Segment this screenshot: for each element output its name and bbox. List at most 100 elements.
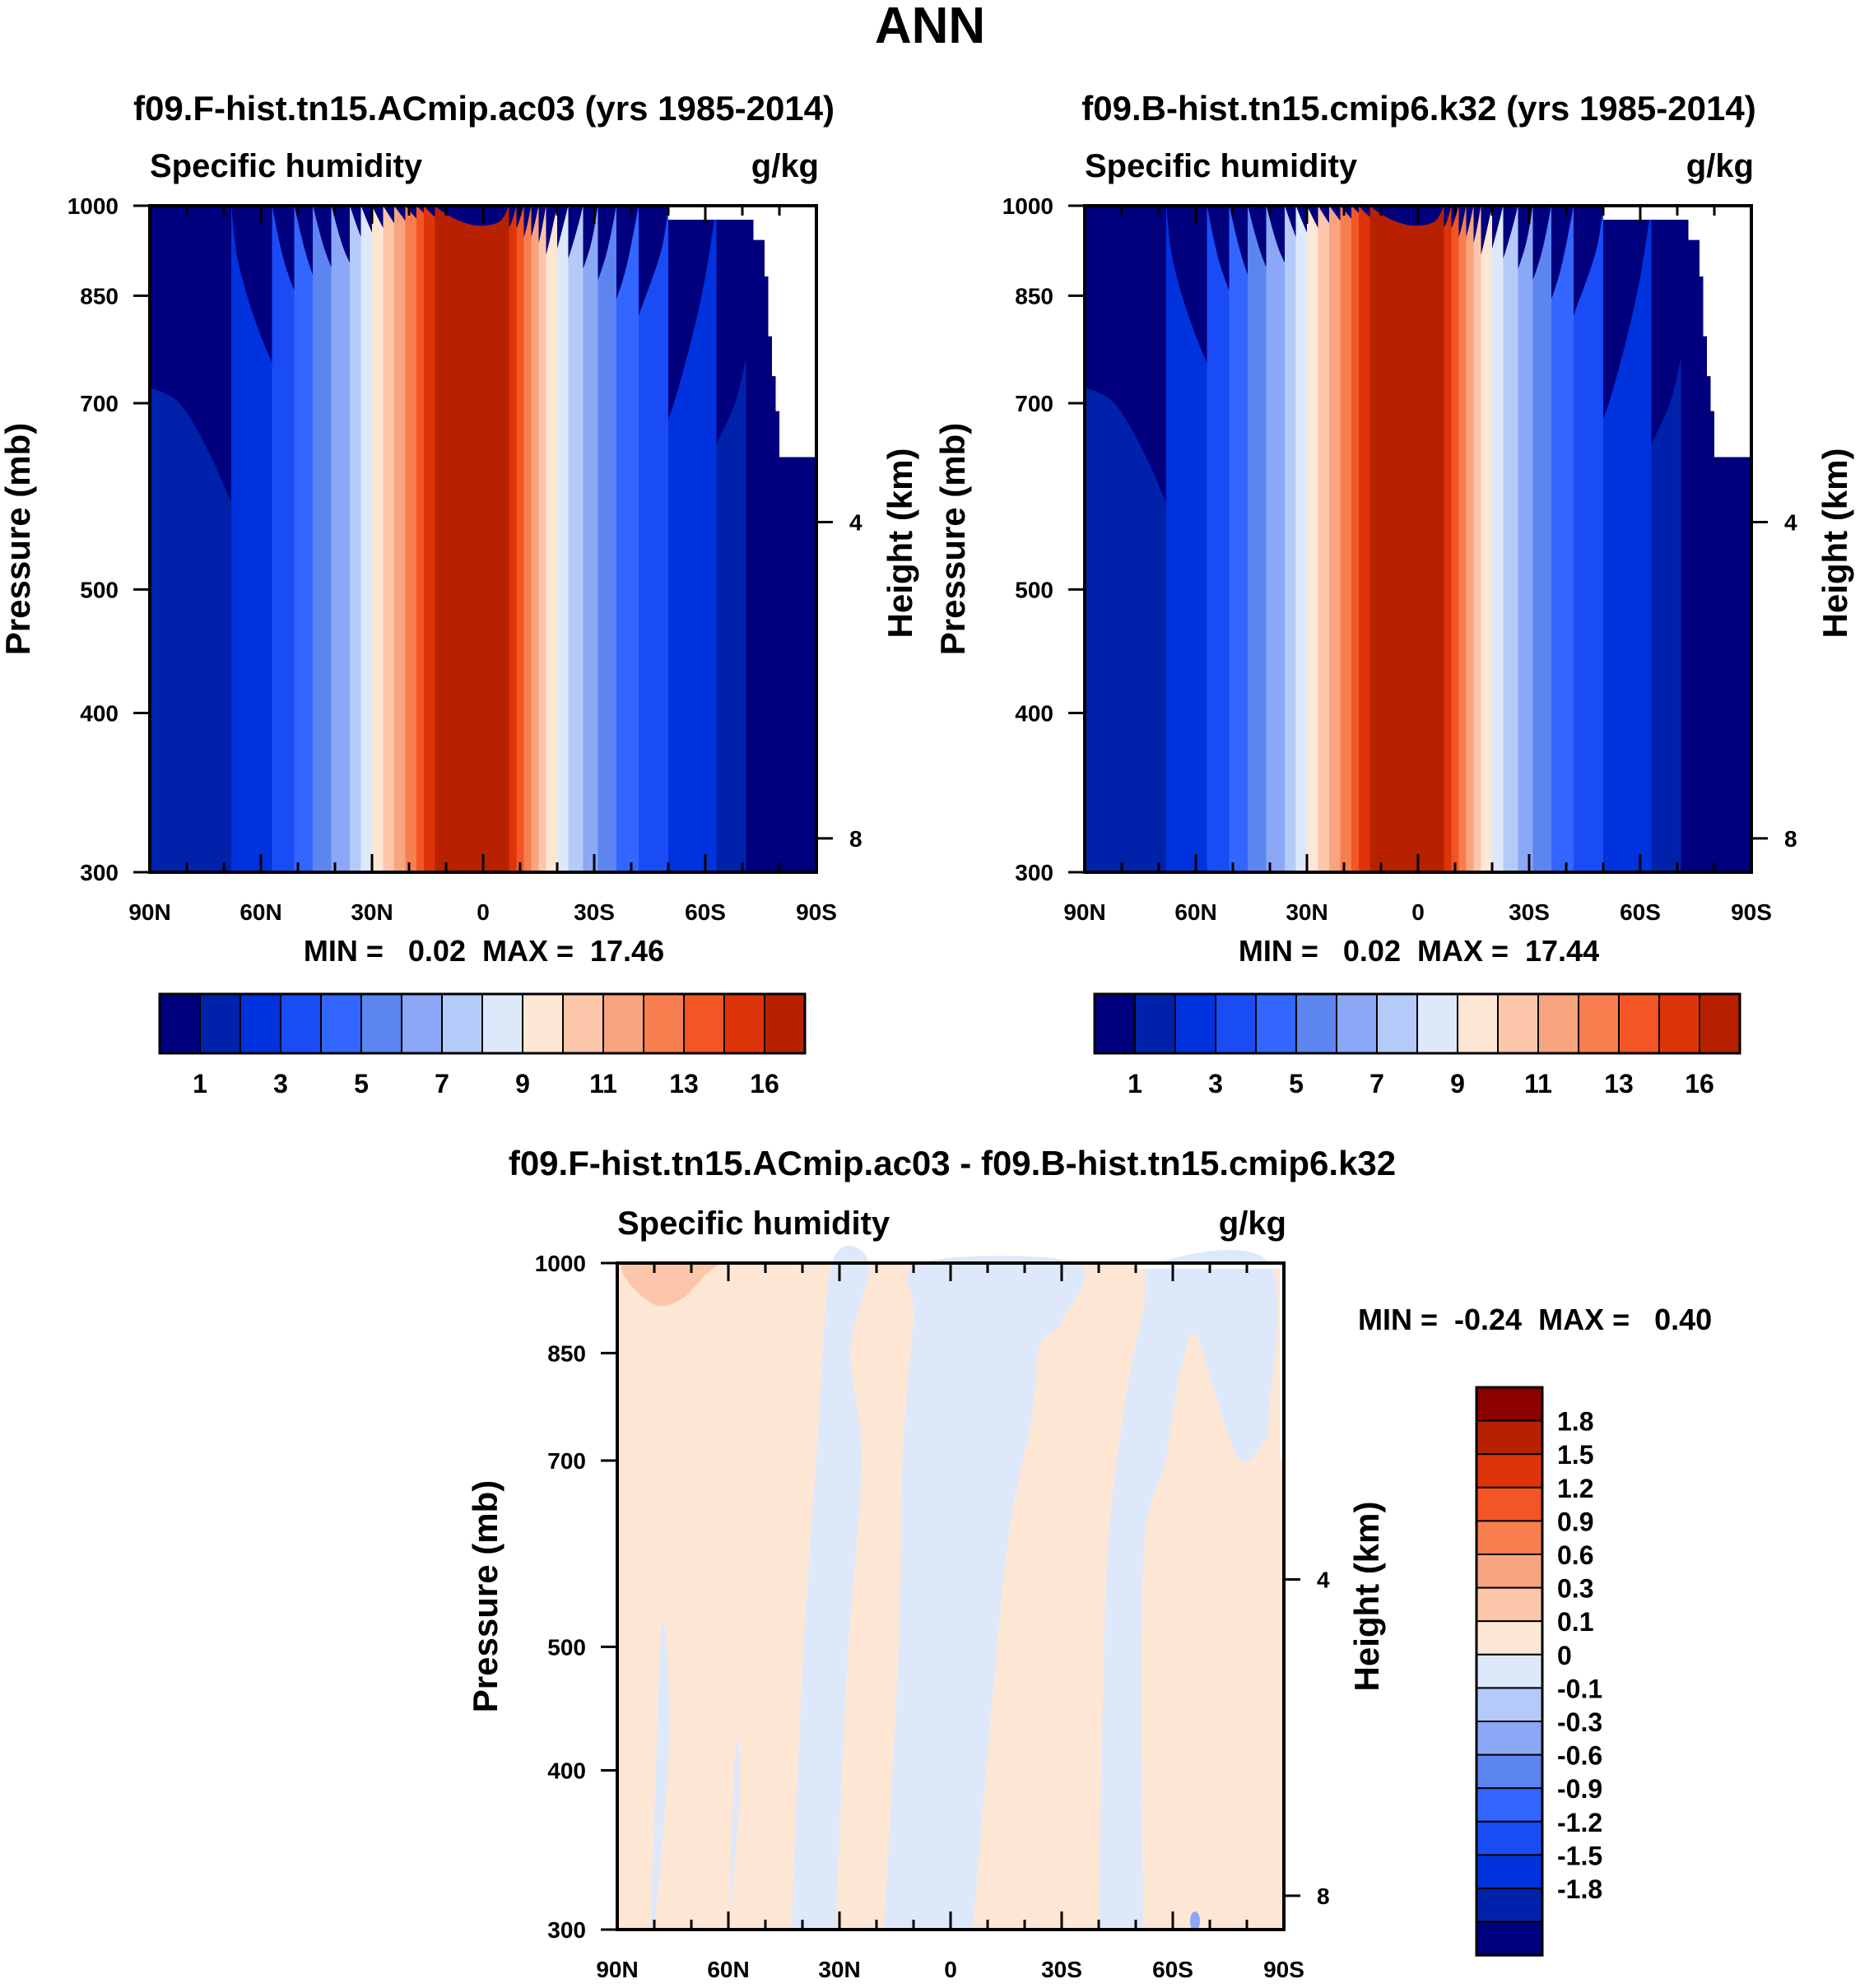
x-tick-label: 60S [1152, 1957, 1193, 1982]
y-tick-label: 700 [547, 1448, 586, 1474]
colorbar-box [683, 993, 725, 1054]
colorbar-box [1476, 1453, 1543, 1489]
colorbar-box [481, 993, 523, 1054]
colorbar-label: 0.9 [1557, 1507, 1593, 1536]
colorbar-box [1476, 1486, 1543, 1522]
colorbar-box [1134, 993, 1176, 1054]
colorbar-box [1476, 1520, 1543, 1556]
colorbar-label: 0 [1557, 1641, 1572, 1670]
y-tick-label: 1000 [535, 1251, 586, 1276]
colorbar-label: 1.5 [1557, 1440, 1593, 1470]
colorbar-box [1497, 993, 1539, 1054]
colorbar-label: 1 [193, 1069, 207, 1099]
colorbar-label: -0.1 [1557, 1674, 1602, 1703]
x-tick-label: 30S [574, 899, 615, 925]
colorbar-box [1658, 993, 1700, 1054]
colorbar-box [199, 993, 241, 1054]
y-axis-label: Pressure (mb) [0, 423, 37, 655]
band-negative-0.1 [1190, 1911, 1200, 1931]
contour-plot [150, 206, 816, 873]
colorbar-label: 1.8 [1557, 1407, 1593, 1437]
difference-plot [617, 1245, 1284, 1931]
x-tick-label: 90N [596, 1957, 638, 1982]
colorbar-label: 9 [1450, 1069, 1465, 1099]
band-negative-small [1099, 1250, 1278, 1930]
colorbar-box [1618, 993, 1660, 1054]
y-tick-label: 400 [547, 1758, 586, 1783]
band-positive-0.1 [621, 1263, 721, 1307]
colorbar-box [1578, 993, 1620, 1054]
height-tick-label: 8 [1317, 1883, 1330, 1909]
y-tick-label: 300 [547, 1917, 586, 1943]
x-tick-label: 30N [818, 1957, 860, 1982]
y-tick-label: 700 [80, 391, 119, 416]
colorbar-box [562, 993, 604, 1054]
x-tick-label: 60S [685, 899, 726, 925]
colorbar-frame [1475, 1386, 1544, 1957]
colorbar-box [280, 993, 322, 1054]
y-tick-label: 700 [1015, 391, 1053, 416]
colorbar-box [1476, 1921, 1543, 1957]
variable-label: Specific humidity [150, 148, 423, 184]
x-tick-label: 60N [707, 1957, 749, 1982]
x-tick-label: 60N [239, 899, 281, 925]
colorbar-box [1476, 1687, 1543, 1722]
colorbar-box [1476, 1554, 1543, 1589]
colorbar-label: -1.5 [1557, 1841, 1602, 1870]
x-tick-label: 0 [1411, 899, 1425, 925]
variable-label: Specific humidity [1085, 148, 1358, 184]
colorbar-label: 11 [1524, 1069, 1552, 1099]
min-max-label: MIN = -0.24 MAX = 0.40 [1358, 1303, 1712, 1336]
units-label: g/kg [1219, 1205, 1286, 1242]
colorbar-label: 13 [669, 1069, 699, 1099]
colorbar-box [1376, 993, 1418, 1054]
panel-top-right: f09.B-hist.tn15.cmip6.k32 (yrs 1985-2014… [933, 89, 1854, 1099]
colorbar-label: 0.3 [1557, 1574, 1593, 1604]
colorbar-box [1476, 1787, 1543, 1823]
colorbar-box [320, 993, 362, 1054]
x-tick-label: 90S [796, 899, 837, 925]
panel-title: f09.F-hist.tn15.ACmip.ac03 (yrs 1985-201… [133, 89, 835, 128]
y-axis-right-label: Height (km) [1347, 1502, 1386, 1692]
colorbar-label: -0.6 [1557, 1741, 1602, 1771]
colorbar-box [643, 993, 685, 1054]
y-tick-label: 400 [80, 700, 119, 726]
height-tick-label: 4 [1784, 509, 1797, 535]
x-tick-label: 60S [1620, 899, 1661, 925]
colorbar-label: 3 [273, 1069, 288, 1099]
colorbar-box [764, 993, 806, 1054]
panel-difference: f09.F-hist.tn15.ACmip.ac03 - f09.B-hist.… [466, 1144, 1712, 1982]
colorbar-box [1537, 993, 1579, 1054]
colorbar-box [1174, 993, 1216, 1054]
colorbar-box [522, 993, 564, 1054]
x-tick-label: 90N [128, 899, 170, 925]
y-tick-label: 1000 [1002, 193, 1053, 219]
plot-axes: 90N 60N 30N 0 30S 60S 90S 300 400 500 700 850 1000 4 8 [1002, 193, 1797, 925]
colorbar-box [1476, 1721, 1543, 1756]
band-negative-small [650, 1619, 670, 1930]
x-tick-label: 90S [1263, 1957, 1304, 1982]
colorbar-label: 16 [1685, 1069, 1714, 1099]
x-tick-label: 90N [1063, 899, 1105, 925]
colorbar-box [1416, 993, 1458, 1054]
topography-mask [1603, 206, 1751, 458]
x-tick-label: 60N [1174, 899, 1216, 925]
colorbar-label: -1.2 [1557, 1808, 1602, 1837]
colorbar-box [360, 993, 402, 1054]
colorbar-box [239, 993, 281, 1054]
x-tick-label: 90S [1731, 899, 1772, 925]
colorbar-box [723, 993, 765, 1054]
y-tick-label: 400 [1015, 700, 1053, 726]
band-negative-small [791, 1245, 870, 1930]
x-tick-label: 0 [477, 899, 490, 925]
y-tick-label: 500 [547, 1634, 586, 1660]
colorbar-box [1295, 993, 1337, 1054]
colorbar-label: 9 [515, 1069, 530, 1099]
colorbar-box [1476, 1386, 1543, 1422]
colorbar-box [1476, 1653, 1543, 1689]
band-level-15 [1369, 206, 1444, 872]
y-tick-label: 850 [1015, 283, 1053, 309]
y-axis-right-label: Height (km) [1816, 448, 1854, 639]
y-axis-label: Pressure (mb) [933, 423, 972, 655]
